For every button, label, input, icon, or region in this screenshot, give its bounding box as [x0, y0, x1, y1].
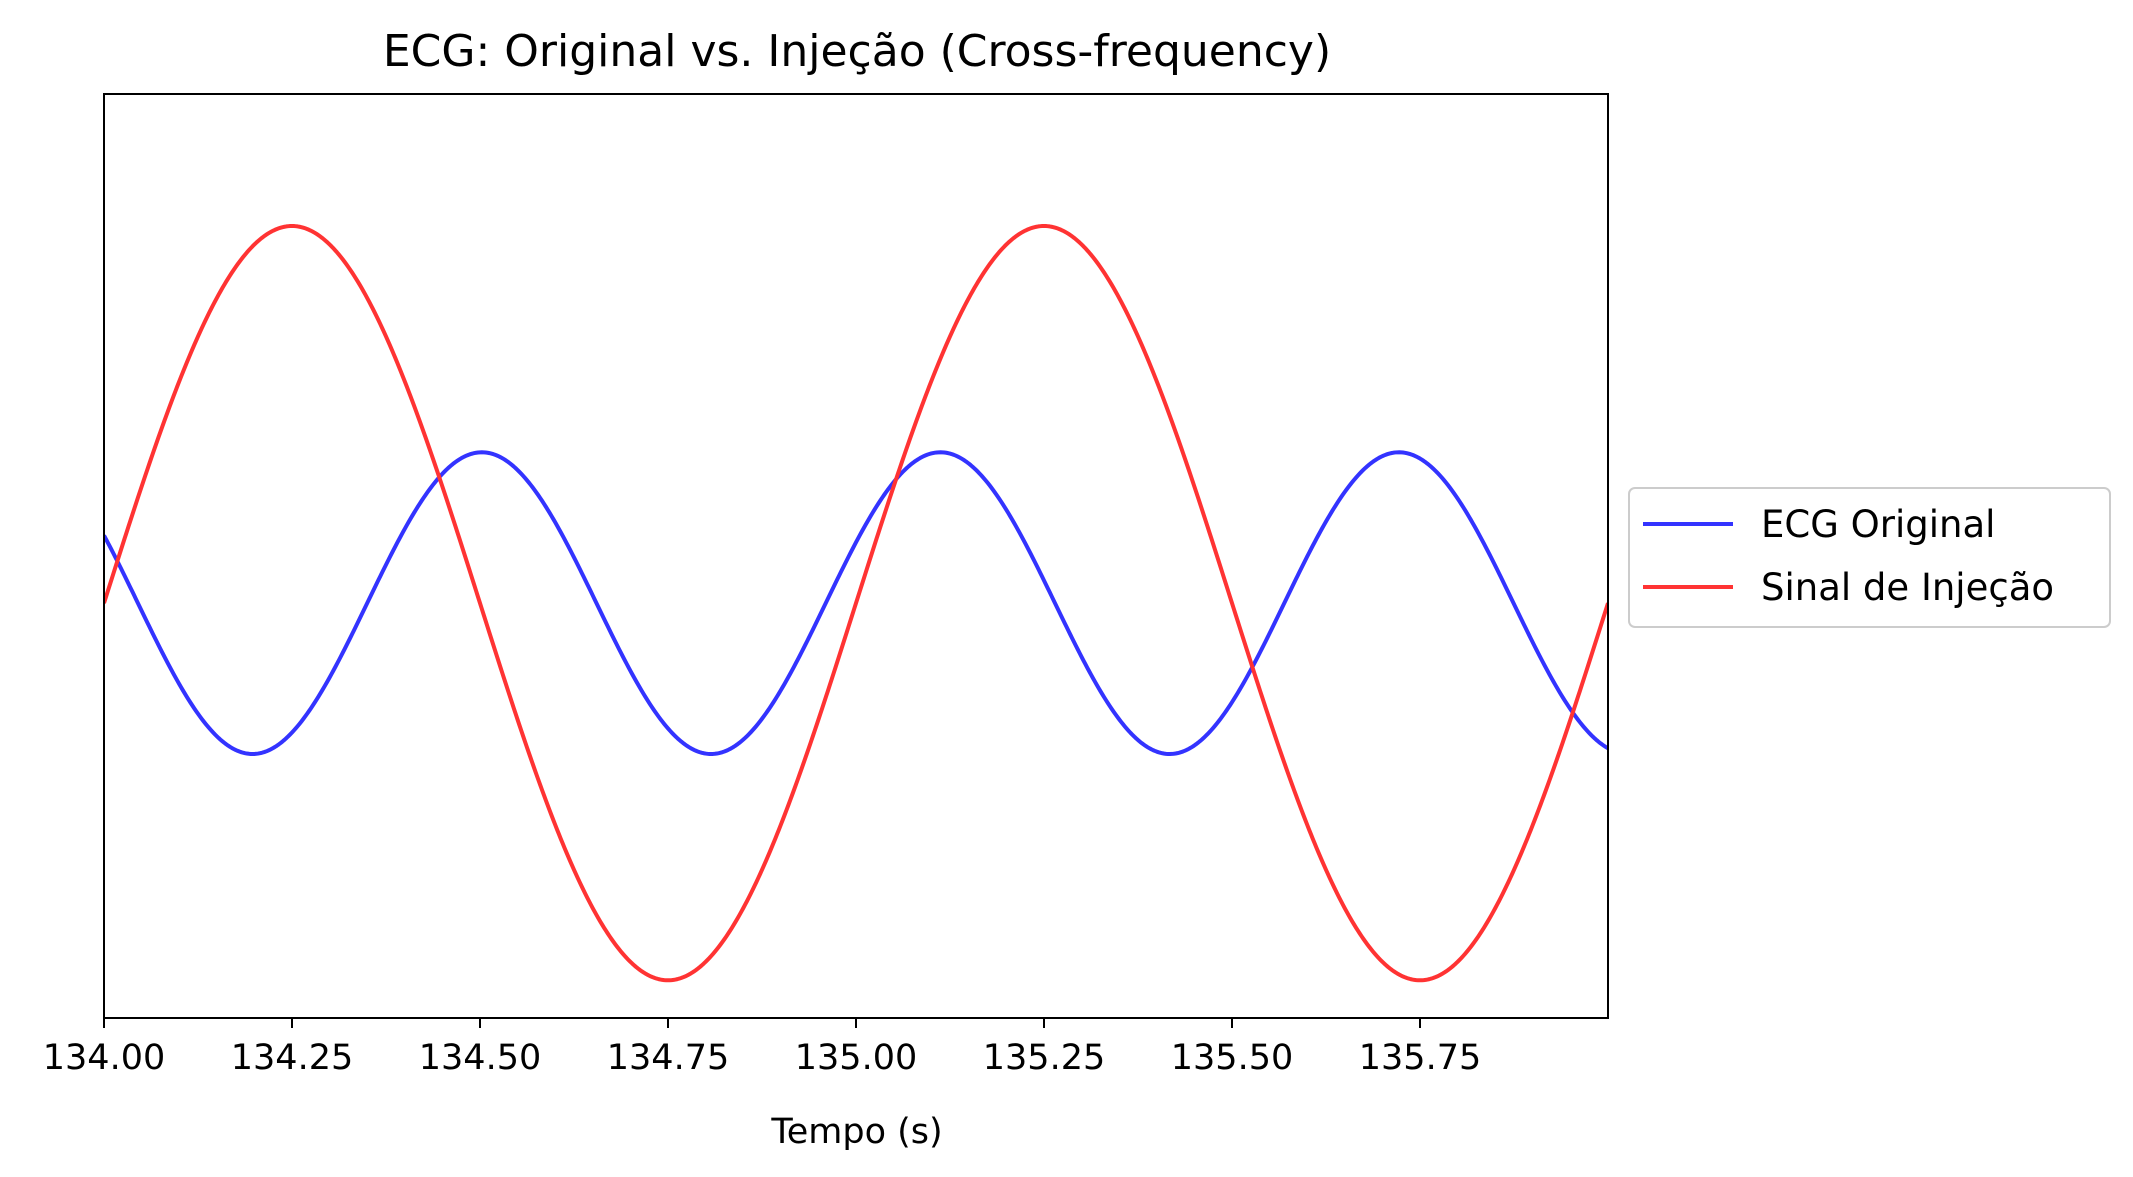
legend-box — [1628, 487, 2111, 628]
x-tick-label: 135.75 — [1359, 1038, 1481, 1078]
x-tick-label: 134.50 — [419, 1038, 541, 1078]
plot-area — [103, 93, 1609, 1019]
x-tick-label: 134.00 — [43, 1038, 165, 1078]
x-tick-label: 134.75 — [607, 1038, 729, 1078]
x-tick-label: 135.25 — [983, 1038, 1105, 1078]
legend-label-sinal-de-injecao: Sinal de Injeção — [1761, 566, 2054, 609]
plot-background — [104, 94, 1608, 1018]
x-axis: 134.00 134.25 134.50 134.75 135.00 135.25 135.… — [43, 1018, 1481, 1078]
legend: ECG Original Sinal de Injeção — [1628, 487, 2111, 628]
series-layer — [104, 224, 1608, 983]
series-line-ecg-original — [104, 450, 1608, 756]
x-tick-label: 135.50 — [1171, 1038, 1293, 1078]
legend-label-ecg-original: ECG Original — [1761, 503, 1995, 546]
x-tick-label: 135.00 — [795, 1038, 917, 1078]
x-tick-label: 134.25 — [231, 1038, 353, 1078]
series-line-sinal-de-injecao — [104, 224, 1608, 983]
x-axis-label: Tempo (s) — [770, 1112, 942, 1152]
chart-title: ECG: Original vs. Injeção (Cross-frequen… — [383, 26, 1331, 77]
